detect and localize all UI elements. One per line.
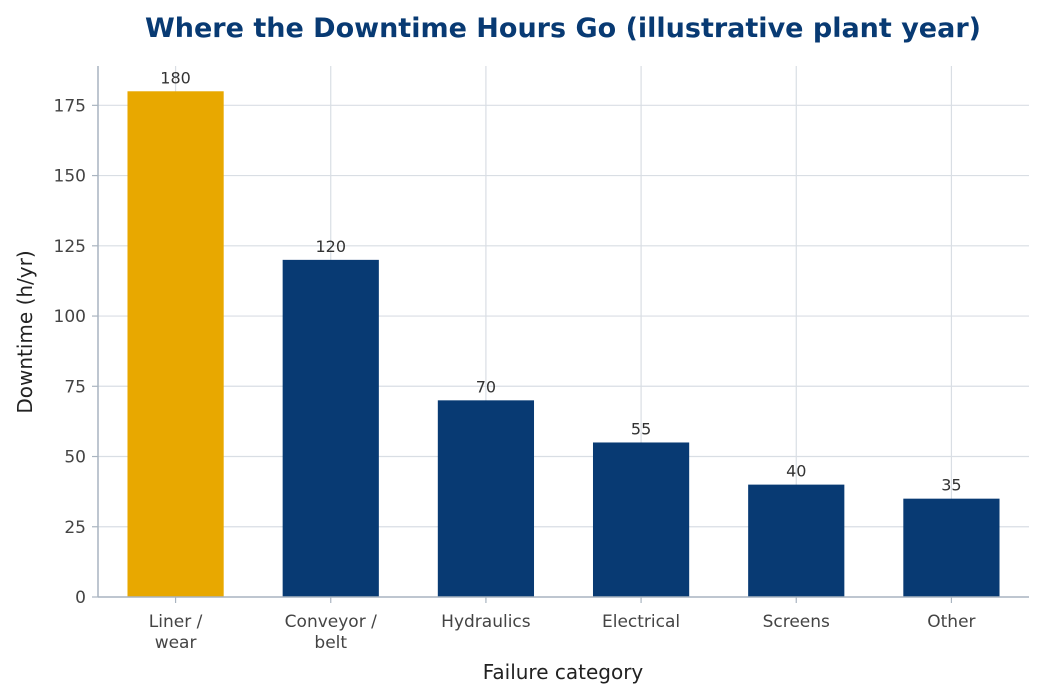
x-tick-label: Liner / wear [149,612,203,653]
grid-lines [98,66,1029,597]
x-tick-label-line: belt [314,633,347,653]
x-tick-label-line: Other [927,612,975,632]
x-tick-label-line: Electrical [602,612,680,632]
data-label: 55 [631,419,651,438]
bar [748,484,845,597]
x-tick-label: Electrical [602,612,680,632]
x-tick-label: Conveyor / belt [285,612,377,653]
y-tick-label: 100 [54,307,86,327]
bars [127,91,1000,598]
x-tick-label-line: Conveyor / [285,612,377,632]
bar [282,259,379,597]
data-label: 120 [315,237,346,256]
bar [903,498,1000,597]
data-label: 40 [786,462,806,481]
x-tick-label: Hydraulics [441,612,531,632]
x-axis-label: Failure category [483,660,644,684]
bar [127,91,224,598]
y-tick-label: 75 [64,377,86,397]
y-tick-label: 25 [64,518,86,538]
chart-title: Where the Downtime Hours Go (illustrativ… [145,13,981,44]
y-tick-label: 50 [64,448,86,468]
data-label: 180 [160,68,191,87]
bar [592,442,690,597]
tick-labels: 0 25 50 75 100 125 150 175 Liner / wear Conveyor /… [54,96,976,653]
x-tick-label: Other [927,612,975,632]
data-label: 70 [476,377,496,396]
data-labels: 180 120 70 55 40 35 [160,68,961,494]
bar [437,400,535,597]
x-tick-label: Screens [763,612,830,632]
axes [92,66,1029,603]
y-tick-label: 0 [75,588,86,608]
x-tick-label-line: Hydraulics [441,612,531,632]
data-label: 35 [941,476,961,495]
x-tick-label-line: Screens [763,612,830,632]
x-tick-label-line: wear [155,633,197,653]
y-tick-label: 150 [54,167,86,187]
y-axis-label: Downtime (h/yr) [13,250,37,413]
x-tick-label-line: Liner / [149,612,203,632]
y-tick-label: 175 [54,96,86,116]
y-tick-label: 125 [54,237,86,257]
